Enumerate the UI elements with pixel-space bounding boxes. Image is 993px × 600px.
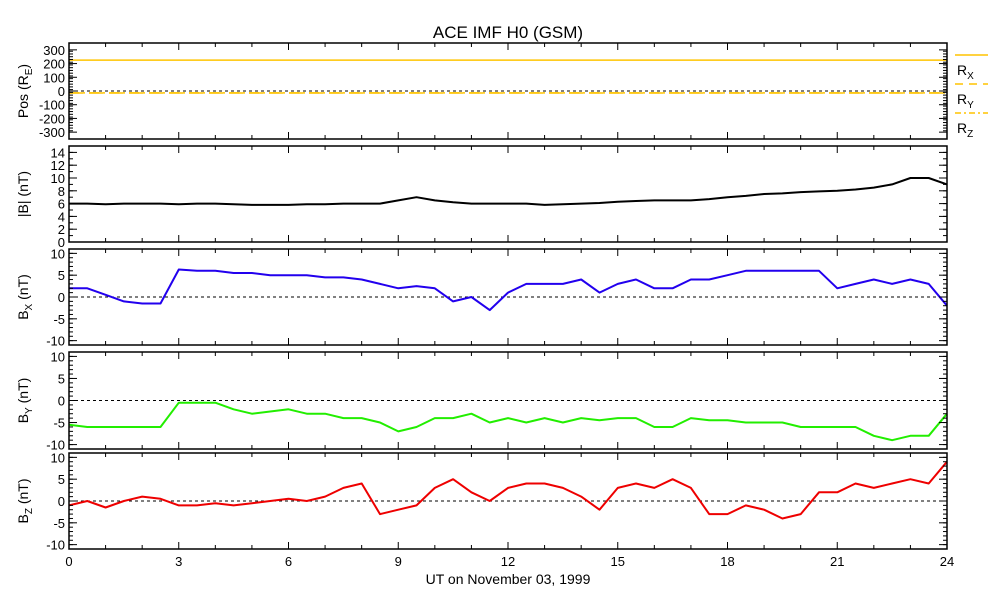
y-tick-label: 5 <box>58 268 65 283</box>
legend-label-x: RX <box>957 62 974 82</box>
panel-bx: -10 -5 0 5 10 BX (nT) <box>15 246 948 349</box>
y-tick-label: 5 <box>58 371 65 386</box>
y-tick-label: 14 <box>51 145 65 160</box>
y-axis-label: BX (nT) <box>15 274 35 320</box>
series-by-0 <box>68 401 948 442</box>
legend: RX RY RZ <box>955 54 988 140</box>
y-tick-label: -200 <box>39 111 65 126</box>
y-tick-label: 10 <box>51 171 65 186</box>
x-tick-label: 21 <box>830 554 844 569</box>
y-tick-label: 0 <box>58 394 65 409</box>
y-tick-label: 0 <box>58 494 65 509</box>
y-tick-label: 200 <box>43 57 65 72</box>
chart-title: ACE IMF H0 (GSM) <box>433 23 583 42</box>
x-tick-label: 9 <box>395 554 402 569</box>
y-tick-label: -5 <box>53 312 65 327</box>
y-tick-label: -300 <box>39 125 65 140</box>
series-bmag-0 <box>69 177 948 206</box>
y-tick-label: -5 <box>53 516 65 531</box>
x-axis-label: UT on November 03, 1999 <box>426 571 591 587</box>
y-tick-label: 0 <box>58 235 65 250</box>
x-tick-label: 3 <box>175 554 182 569</box>
series-bz-0 <box>68 461 948 520</box>
panel-by: -10 -5 0 5 10 BY (nT) <box>15 349 948 453</box>
y-tick-label: 10 <box>51 246 65 261</box>
y-tick-label: -10 <box>46 334 65 349</box>
y-tick-label: 0 <box>58 290 65 305</box>
panel-frame <box>68 145 948 243</box>
x-tick-label: 15 <box>611 554 625 569</box>
y-tick-label: 6 <box>58 197 65 212</box>
y-tick-label: 0 <box>58 84 65 99</box>
y-tick-label: 10 <box>51 349 65 364</box>
panel-bz: -10 -5 0 5 10 BZ (nT) 0 3 6 9 12 15 18 21 24 <box>15 450 954 569</box>
x-tick-label: 0 <box>65 554 72 569</box>
y-tick-label: -100 <box>39 98 65 113</box>
x-tick-label: 6 <box>285 554 292 569</box>
y-axis-label: BY (nT) <box>15 378 35 424</box>
y-tick-label: 12 <box>51 158 65 173</box>
y-tick-label: 100 <box>43 70 65 85</box>
y-tick-label: 2 <box>58 222 65 237</box>
x-tick-label: 18 <box>720 554 734 569</box>
legend-label-y: RY <box>957 91 974 111</box>
y-tick-label: 10 <box>51 450 65 465</box>
y-axis-label: |B| (nT) <box>15 171 31 217</box>
legend-label-z: RZ <box>957 120 973 140</box>
y-tick-label: 300 <box>43 43 65 58</box>
series-bx-0 <box>69 268 948 312</box>
y-tick-label: 8 <box>58 184 65 199</box>
x-tick-label: 12 <box>501 554 515 569</box>
y-axis-label: Pos (RE) <box>15 64 35 118</box>
y-tick-label: 4 <box>58 209 65 224</box>
y-tick-label: -5 <box>53 416 65 431</box>
y-tick-label: -10 <box>46 438 65 453</box>
x-tick-label: 24 <box>940 554 954 569</box>
y-axis-label: BZ (nT) <box>15 478 35 523</box>
y-tick-label: -10 <box>46 538 65 553</box>
y-tick-label: 5 <box>58 472 65 487</box>
